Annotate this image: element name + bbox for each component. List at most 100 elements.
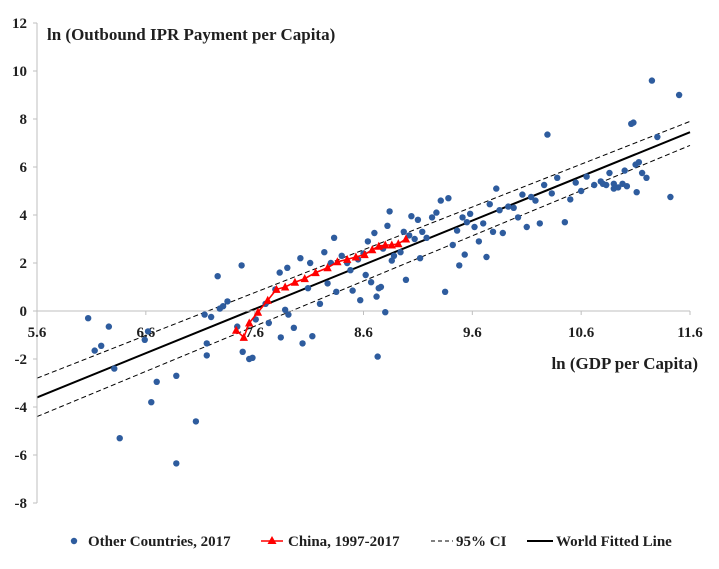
country-point (373, 293, 380, 300)
country-point (577, 187, 585, 195)
china-point (401, 234, 411, 243)
country-point (281, 306, 289, 313)
country-point (299, 340, 306, 347)
country-point (249, 354, 256, 361)
country-point (324, 280, 331, 287)
country-point (606, 169, 613, 177)
country-point (306, 259, 314, 267)
country-point (643, 174, 650, 181)
country-point (414, 216, 422, 223)
country-point (480, 220, 487, 227)
x-tick-label: 9.6 (463, 325, 482, 341)
country-point (572, 179, 579, 186)
country-point (540, 181, 548, 189)
china-point (374, 241, 383, 250)
country-point (489, 228, 497, 235)
country-point (519, 191, 526, 198)
country-point (428, 214, 436, 221)
country-point (610, 180, 618, 187)
country-point (561, 219, 569, 226)
country-point (91, 347, 98, 354)
country-point (192, 418, 200, 425)
country-point (276, 269, 283, 276)
china-point (263, 295, 272, 304)
country-point (239, 348, 246, 355)
country-point (466, 210, 474, 217)
country-point (367, 279, 375, 286)
country-point (402, 276, 410, 283)
legend-item-other-countries: Other Countries, 2017 (70, 534, 231, 550)
china-point (239, 332, 248, 341)
country-point (548, 190, 555, 197)
x-axis-title: ln (GDP per Capita) (551, 354, 698, 373)
legend-label-fitted-line: World Fitted Line (556, 534, 672, 550)
country-point (203, 352, 210, 359)
country-point (290, 324, 298, 331)
country-point (384, 222, 391, 229)
country-point (406, 232, 413, 239)
country-point (599, 180, 607, 187)
country-point (423, 234, 430, 241)
china-point (290, 277, 300, 286)
country-point (238, 262, 245, 269)
country-point (173, 372, 180, 379)
country-point (207, 313, 215, 321)
country-point (635, 159, 643, 166)
x-tick-label: 5.6 (28, 325, 47, 341)
country-point (449, 241, 456, 249)
country-point (304, 285, 312, 292)
country-point (638, 169, 646, 177)
legend-label-other-countries: Other Countries, 2017 (88, 534, 231, 550)
country-point (567, 196, 574, 203)
country-point (388, 257, 395, 264)
y-tick-label: -8 (15, 496, 28, 512)
country-point (400, 228, 407, 235)
x-tick-label: 10.6 (568, 325, 595, 341)
country-point (153, 378, 160, 385)
china-point (280, 282, 290, 291)
y-tick-label: 8 (20, 112, 28, 128)
country-point (456, 262, 463, 269)
country-point (411, 235, 418, 243)
legend-swatch-other-countries (70, 537, 78, 545)
y-tick-label: -4 (15, 400, 28, 416)
country-point (265, 319, 273, 327)
china-point (323, 263, 332, 272)
china-point (300, 274, 309, 283)
x-tick-label: 11.6 (677, 325, 703, 341)
country-point (675, 91, 683, 99)
country-point (445, 195, 452, 202)
country-point (654, 133, 661, 141)
country-point (84, 315, 92, 322)
country-point (433, 209, 440, 216)
country-point (623, 183, 631, 190)
china-point (342, 254, 352, 263)
country-point (486, 201, 493, 208)
country-point (338, 252, 345, 259)
country-point (471, 223, 478, 231)
country-point (203, 340, 210, 347)
country-point (483, 253, 490, 261)
country-point (321, 249, 328, 256)
country-point (591, 181, 598, 189)
country-point (536, 220, 544, 227)
country-point (377, 283, 385, 291)
country-point (514, 214, 522, 221)
china-point (333, 257, 342, 266)
country-point (544, 131, 551, 138)
country-point (330, 234, 338, 241)
world-fitted-line (36, 131, 691, 399)
country-point (333, 288, 340, 295)
country-point (416, 255, 424, 262)
country-point (667, 193, 674, 201)
country-point (357, 297, 364, 304)
legend-item-fitted-line: World Fitted Line (527, 534, 672, 550)
y-tick-label: 4 (20, 208, 28, 224)
country-point (397, 249, 404, 256)
legend-item-ci: 95% CI (431, 534, 507, 550)
country-point (364, 238, 372, 245)
china-point (231, 325, 241, 334)
y-tick-label: 6 (20, 160, 28, 176)
y-axis-title: ln (Outbound IPR Payment per Capita) (47, 25, 335, 44)
country-point (390, 252, 398, 259)
